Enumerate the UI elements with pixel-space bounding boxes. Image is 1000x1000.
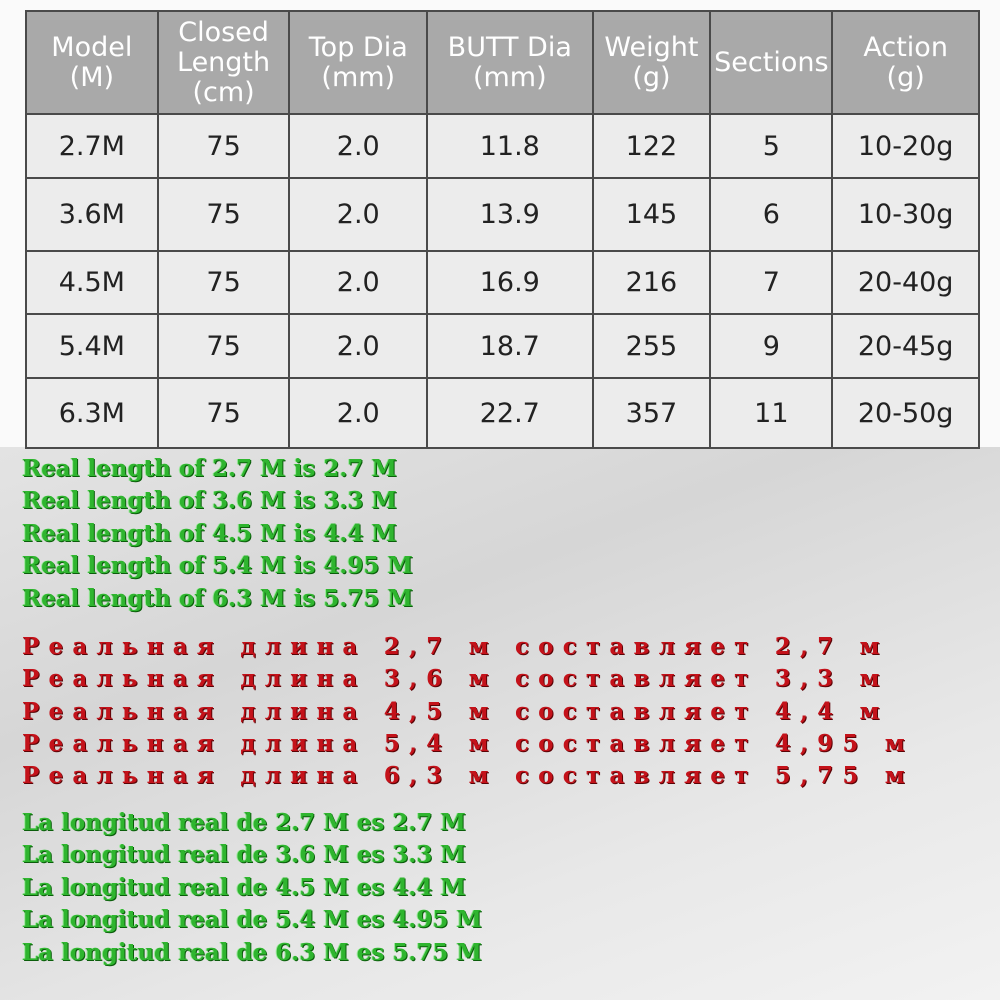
table-cell: 7	[709, 250, 834, 315]
table-cell: 20-50g	[831, 377, 980, 449]
table-cell: 20-45g	[831, 313, 980, 379]
table-cell: 13.9	[426, 177, 594, 252]
table-cell: 145	[591, 177, 712, 252]
table-cell: 2.0	[288, 250, 429, 315]
spec-table: Model (M) Closed Length (cm) Top Dia (mm) B…	[25, 10, 980, 449]
table-row: 3.6M 75 2.0 13.9 145 6 10-30g	[25, 177, 980, 252]
table-body: 2.7M 75 2.0 11.8 122 5 10-20g 3.6M 75 2.0 13.9 145 6…	[25, 113, 980, 449]
table-cell: 216	[591, 250, 712, 315]
header-cell: Closed Length (cm)	[156, 10, 291, 115]
table-cell: 4.5M	[25, 250, 159, 315]
table-cell: 3.6M	[25, 177, 159, 252]
note-line: La longitud real de 6.3 M es 5.75 M	[22, 938, 482, 966]
table-row: 6.3M 75 2.0 22.7 357 11 20-50g	[25, 377, 980, 449]
note-line: La longitud real de 3.6 M es 3.3 M	[22, 841, 466, 869]
table-cell: 6	[709, 177, 834, 252]
note-line: Real length of 2.7 M is 2.7 M	[22, 455, 397, 482]
note-line: La longitud real de 2.7 M es 2.7 M	[22, 809, 466, 836]
table-cell: 2.0	[288, 177, 429, 252]
table-cell: 357	[591, 377, 712, 449]
note-line: Реальная длина 2,7 м составляет 2,7 м	[22, 633, 889, 660]
spanish-notes: La longitud real de 2.7 M es 2.7 M La lon…	[22, 807, 997, 969]
table-cell: 11.8	[426, 113, 594, 179]
table-row: 2.7M 75 2.0 11.8 122 5 10-20g	[25, 113, 980, 179]
table-cell: 2.0	[288, 113, 429, 179]
table-cell: 75	[156, 250, 291, 315]
header-row: Model (M) Closed Length (cm) Top Dia (mm) B…	[25, 10, 980, 115]
table-cell: 75	[156, 113, 291, 179]
header-cell: Weight (g)	[591, 10, 712, 115]
note-line: La longitud real de 4.5 M es 4.4 M	[22, 873, 466, 901]
note-line: Реальная длина 6,3 м составляет 5,75 м	[22, 762, 914, 790]
note-line: Реальная длина 3,6 м составляет 3,3 м	[22, 665, 889, 693]
note-line: Real length of 5.4 M is 4.95 M	[22, 552, 413, 580]
header-cell: Sections	[709, 10, 834, 115]
header-cell: Top Dia (mm)	[288, 10, 429, 115]
note-line: La longitud real de 5.4 M es 4.95 M	[22, 906, 482, 934]
english-notes: Real length of 2.7 M is 2.7 M Real length…	[22, 453, 997, 615]
table-cell: 10-30g	[831, 177, 980, 252]
header-cell: Action (g)	[831, 10, 980, 115]
note-line: Реальная длина 4,5 м составляет 4,4 м	[22, 697, 889, 725]
table-cell: 255	[591, 313, 712, 379]
table-row: 5.4M 75 2.0 18.7 255 9 20-45g	[25, 313, 980, 379]
table-cell: 75	[156, 377, 291, 449]
table-cell: 6.3M	[25, 377, 159, 449]
table-cell: 18.7	[426, 313, 594, 379]
table-cell: 5.4M	[25, 313, 159, 379]
table-row: 4.5M 75 2.0 16.9 216 7 20-40g	[25, 250, 980, 315]
table-cell: 11	[709, 377, 834, 449]
table-cell: 2.0	[288, 313, 429, 379]
table-cell: 5	[709, 113, 834, 179]
table-cell: 122	[591, 113, 712, 179]
note-line: Real length of 4.5 M is 4.4 M	[22, 519, 397, 547]
header-cell: Model (M)	[25, 10, 159, 115]
table-cell: 20-40g	[831, 250, 980, 315]
table-cell: 75	[156, 177, 291, 252]
table-cell: 9	[709, 313, 834, 379]
table-cell: 2.0	[288, 377, 429, 449]
note-line: Реальная длина 5,4 м составляет 4,95 м	[22, 729, 914, 757]
header-cell: BUTT Dia (mm)	[426, 10, 594, 115]
table-cell: 22.7	[426, 377, 594, 449]
table-cell: 2.7M	[25, 113, 159, 179]
note-line: Real length of 3.6 M is 3.3 M	[22, 487, 397, 515]
russian-notes: Реальная длина 2,7 м составляет 2,7 м Реа…	[22, 631, 997, 792]
table-cell: 10-20g	[831, 113, 980, 179]
table-cell: 75	[156, 313, 291, 379]
table-cell: 16.9	[426, 250, 594, 315]
note-line: Real length of 6.3 M is 5.75 M	[22, 584, 413, 612]
